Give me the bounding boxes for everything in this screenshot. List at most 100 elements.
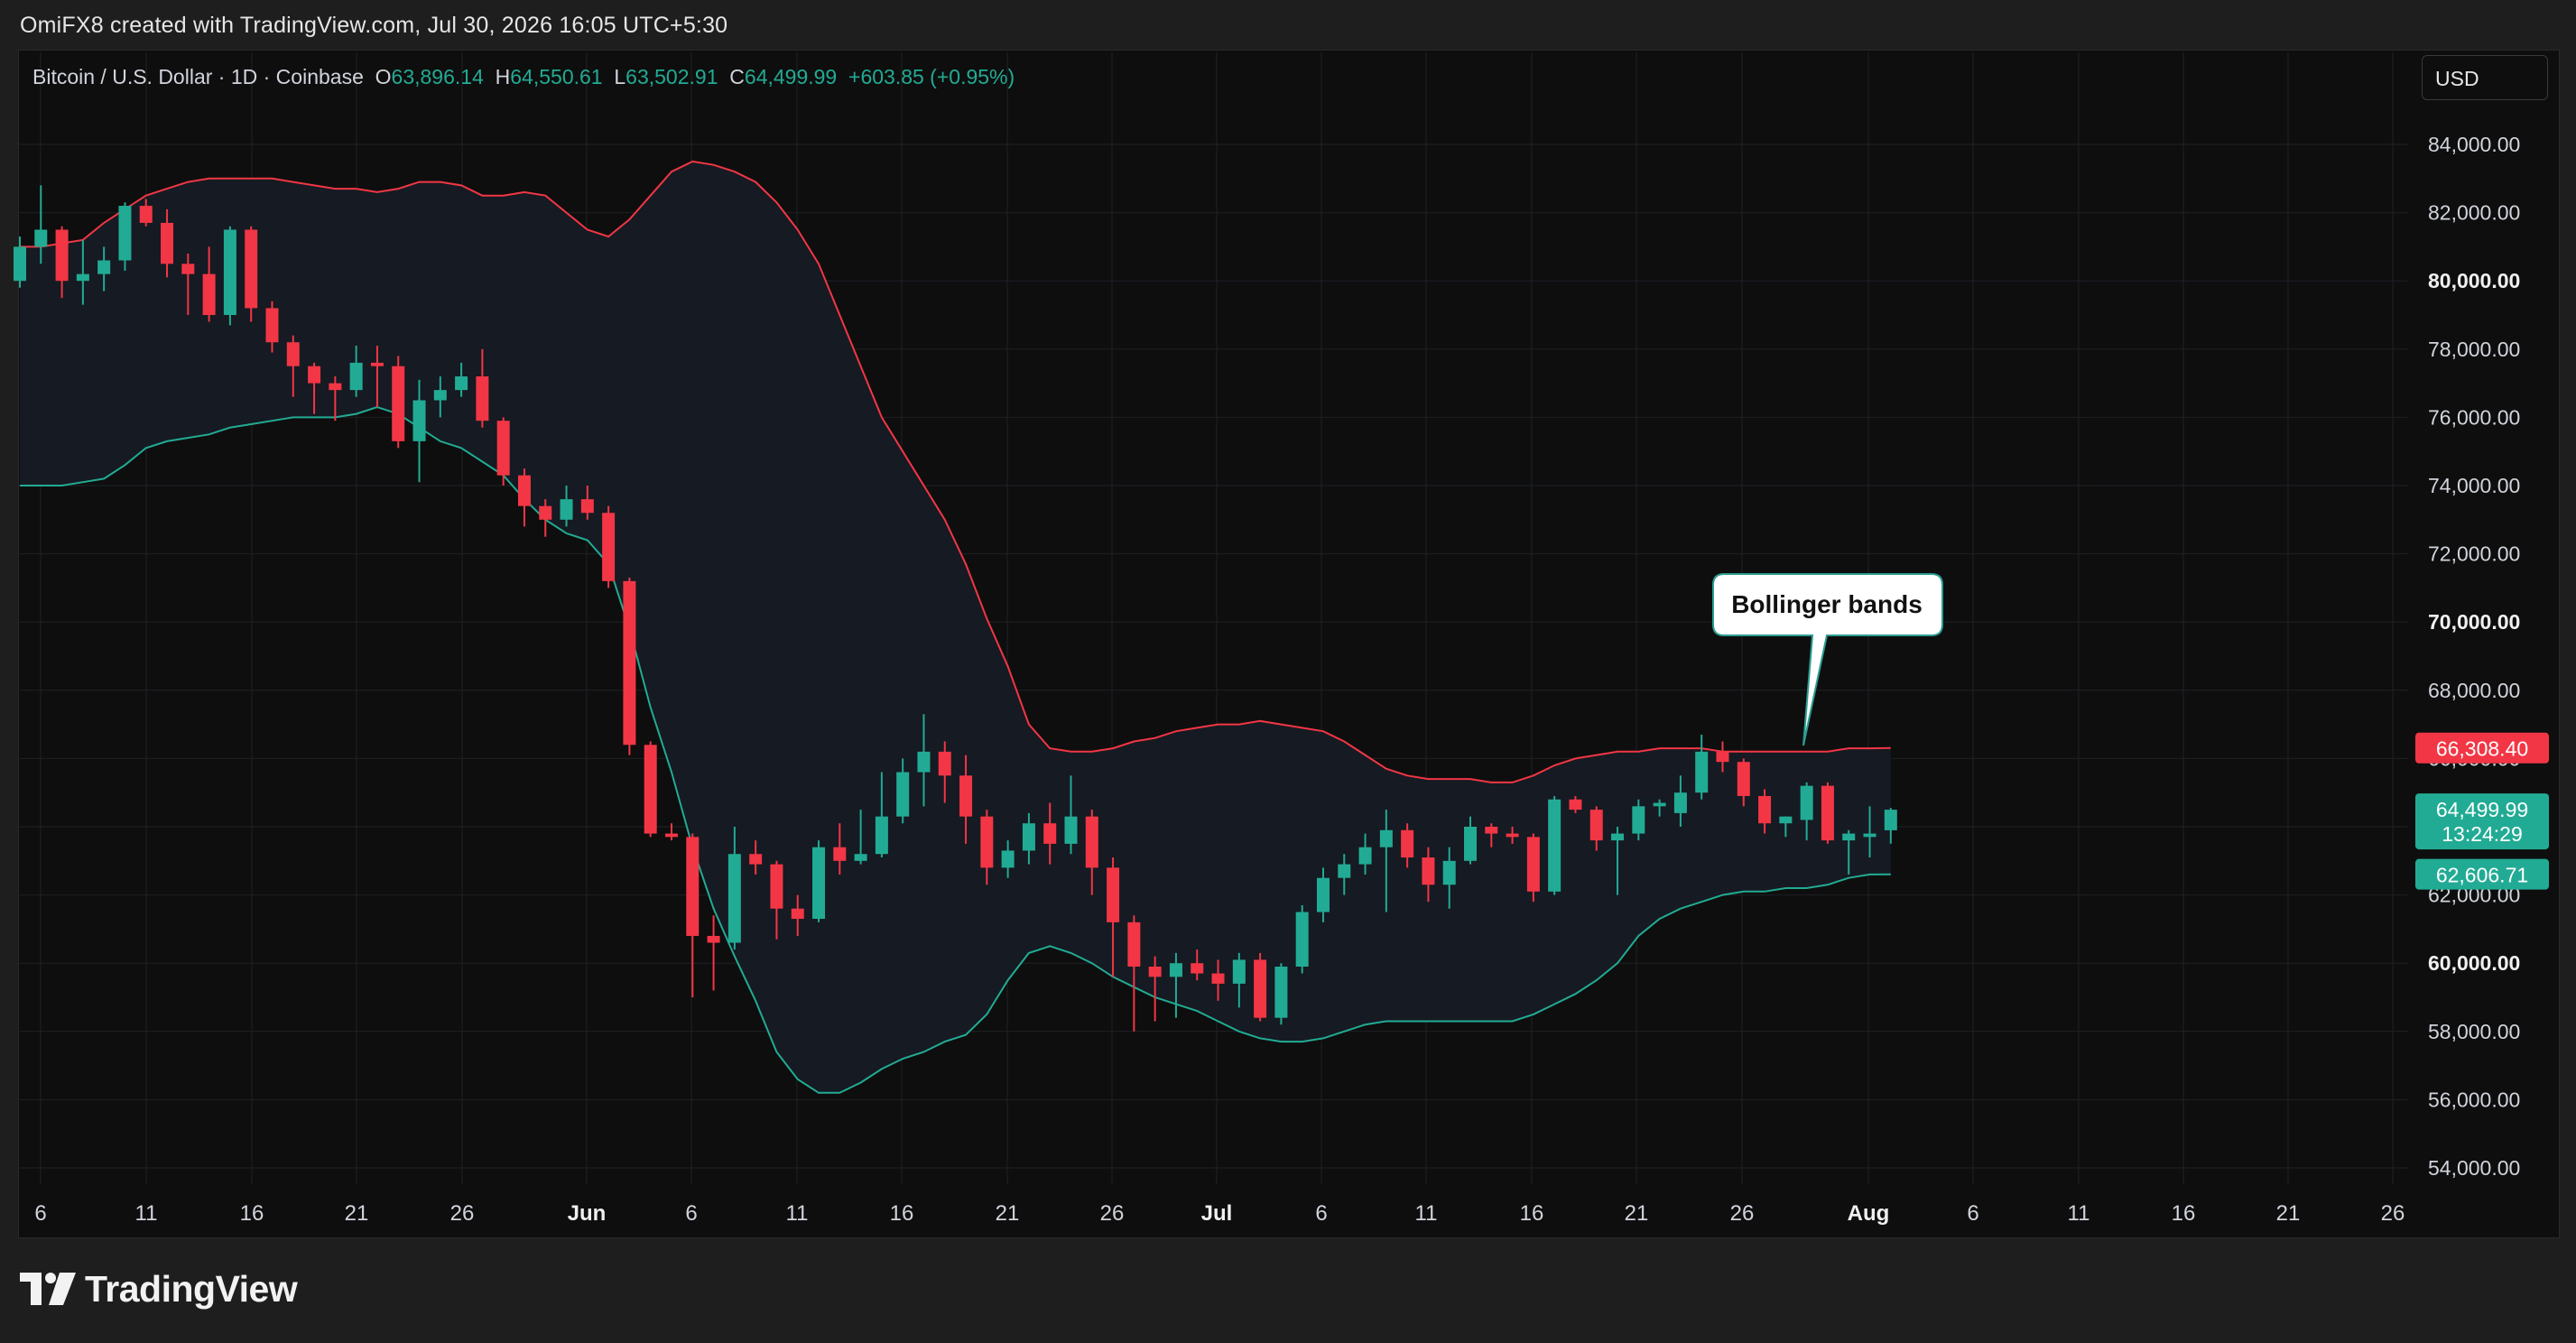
x-tick-label: 21 xyxy=(345,1201,369,1226)
candle-body xyxy=(1673,792,1687,813)
y-tick-label: 58,000.00 xyxy=(2428,1020,2520,1043)
x-tick-label: Jul xyxy=(1201,1201,1233,1226)
symbol-name[interactable]: Bitcoin / U.S. Dollar · 1D · Coinbase xyxy=(32,65,364,88)
y-tick-label: 74,000.00 xyxy=(2428,474,2520,497)
x-tick-label: 26 xyxy=(1100,1201,1125,1226)
candle xyxy=(896,758,910,824)
candle-body xyxy=(1884,810,1897,830)
candle xyxy=(1863,806,1876,858)
candle xyxy=(602,505,616,588)
x-tick-label: 21 xyxy=(1625,1201,1649,1226)
candle xyxy=(1379,810,1393,912)
candle xyxy=(959,755,973,844)
candle xyxy=(1169,952,1182,1018)
candle xyxy=(833,823,847,875)
candle xyxy=(1127,915,1141,1032)
candle xyxy=(1254,952,1267,1022)
candle xyxy=(539,499,552,537)
high-value: 64,550.61 xyxy=(510,65,603,88)
candle-body xyxy=(1022,823,1035,851)
candle xyxy=(1884,808,1897,844)
price-axis[interactable]: 84,000.00 82,000.00 80,000.00 78,000.00 76,0… xyxy=(2428,133,2520,1180)
candle-body xyxy=(560,499,573,520)
candle-body xyxy=(1127,922,1141,967)
candle-body xyxy=(1295,912,1309,967)
candle xyxy=(1695,734,1709,800)
candle-body xyxy=(644,745,657,834)
candle-body xyxy=(433,390,447,401)
candle xyxy=(1821,782,1834,844)
candle-body xyxy=(139,206,153,223)
candle xyxy=(938,741,951,803)
tradingview-logo[interactable]: TradingView xyxy=(20,1262,298,1316)
upper-band-line xyxy=(20,160,1891,783)
candle xyxy=(980,810,994,885)
candle-body xyxy=(1169,963,1182,977)
candle-body xyxy=(1148,966,1162,977)
candle-body xyxy=(455,376,468,391)
candle-body xyxy=(1526,837,1540,892)
candle-body xyxy=(875,816,888,855)
candle-body xyxy=(265,308,279,343)
currency-selector[interactable]: USD xyxy=(2422,55,2548,100)
candle xyxy=(1737,758,1750,807)
candle xyxy=(286,335,300,397)
candle-body xyxy=(917,751,931,773)
candle-body xyxy=(854,854,867,861)
candle-body xyxy=(1464,827,1478,861)
open-label: O xyxy=(375,65,392,88)
candle xyxy=(265,301,279,353)
upper-band-tag-bg xyxy=(2415,732,2549,764)
candle xyxy=(55,226,69,299)
candle-body xyxy=(496,421,510,476)
candle xyxy=(308,362,321,414)
band-fill xyxy=(20,161,1891,1093)
upper-band-tag: 66,308.40 xyxy=(2415,732,2549,764)
candle xyxy=(76,239,89,305)
candle xyxy=(202,246,216,322)
x-tick-label: 26 xyxy=(450,1201,475,1226)
x-tick-label: 11 xyxy=(135,1201,158,1226)
candle-body xyxy=(349,362,363,391)
candle-body xyxy=(1589,810,1603,841)
candle-body xyxy=(1842,833,1856,841)
candle xyxy=(370,346,384,408)
low-label: L xyxy=(614,65,626,88)
x-tick-label: 16 xyxy=(2172,1201,2196,1226)
candle-body xyxy=(1254,959,1267,1018)
candle xyxy=(118,202,132,271)
candle xyxy=(1401,823,1414,868)
candle xyxy=(1485,823,1498,847)
candle xyxy=(1632,799,1645,841)
candle-body xyxy=(727,854,741,943)
candle xyxy=(1338,854,1351,895)
candle-body xyxy=(1758,795,1772,824)
candle xyxy=(854,810,867,865)
x-tick-label: Jun xyxy=(568,1201,607,1226)
candle xyxy=(97,246,111,292)
candle-body xyxy=(664,833,678,838)
candle xyxy=(1569,795,1582,813)
candle-body xyxy=(1379,829,1393,847)
candle xyxy=(1589,806,1603,851)
x-tick-label: 21 xyxy=(996,1201,1020,1226)
x-tick-label: 11 xyxy=(2068,1201,2090,1226)
candle xyxy=(727,827,741,950)
candle xyxy=(1758,789,1772,834)
candle-body xyxy=(286,342,300,366)
candle xyxy=(1548,795,1561,895)
candle xyxy=(1358,833,1372,875)
candle xyxy=(349,346,363,397)
y-tick-label: 76,000.00 xyxy=(2428,405,2520,429)
x-tick-label: 16 xyxy=(890,1201,914,1226)
bollinger-callout[interactable]: Bollinger bands xyxy=(1712,573,1943,746)
candle xyxy=(644,741,657,838)
candle xyxy=(433,376,447,418)
symbol-ohlc-legend[interactable]: Bitcoin / U.S. Dollar · 1D · Coinbase O 6… xyxy=(32,65,1015,89)
x-tick-label: 6 xyxy=(685,1201,697,1226)
candle-body xyxy=(749,854,763,865)
time-axis[interactable]: 6 11 16 21 26 Jun 6 11 16 21 26 Jul 6 11 16 21 26 Aug 6 11 1… xyxy=(34,1201,2405,1226)
y-tick-label: 68,000.00 xyxy=(2428,679,2520,702)
x-tick-label: 11 xyxy=(1415,1201,1438,1226)
